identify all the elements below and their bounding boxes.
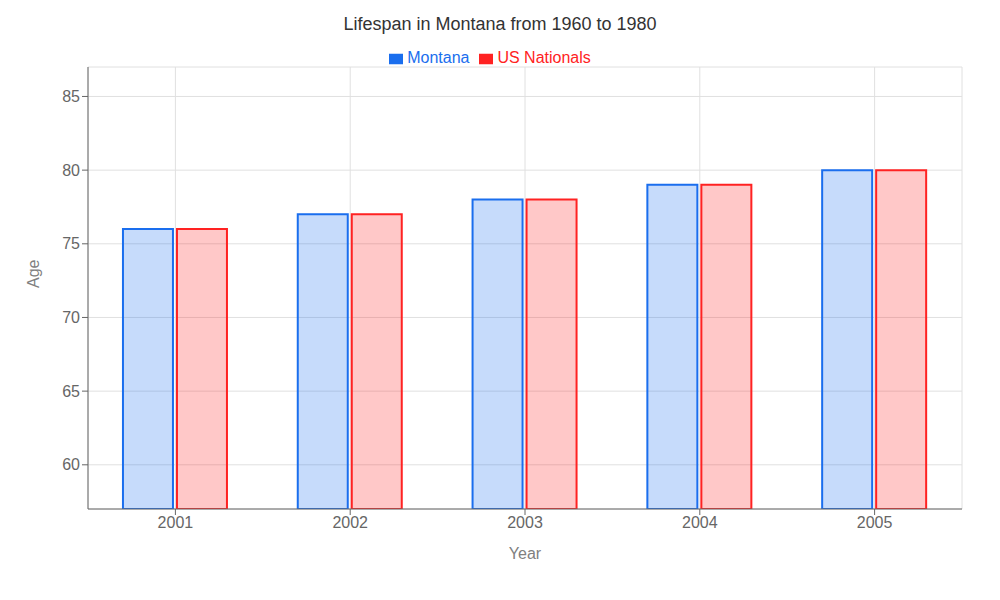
html-text:Lifespan in Montana from 1960: Lifespan in Montana from 1960 to 1980 — [343, 14, 657, 34]
svg-text:Year: Year — [509, 545, 542, 562]
svg-text:75: 75 — [62, 235, 80, 252]
svg-text:2001: 2001 — [158, 514, 194, 531]
svg-text:2003: 2003 — [507, 514, 543, 531]
html-text:Montana: Montana — [407, 49, 470, 66]
svg-text:60: 60 — [62, 456, 80, 473]
svg-text:70: 70 — [62, 309, 80, 326]
svg-text:80: 80 — [62, 162, 80, 179]
svg-text:Age: Age — [25, 259, 42, 288]
svg-text:2005: 2005 — [857, 514, 893, 531]
svg-text:85: 85 — [62, 88, 80, 105]
html-text:US Nationals: US Nationals — [497, 49, 591, 66]
svg-text:65: 65 — [62, 383, 80, 400]
svg-text:2004: 2004 — [682, 514, 718, 531]
svg-text:2002: 2002 — [332, 514, 368, 531]
